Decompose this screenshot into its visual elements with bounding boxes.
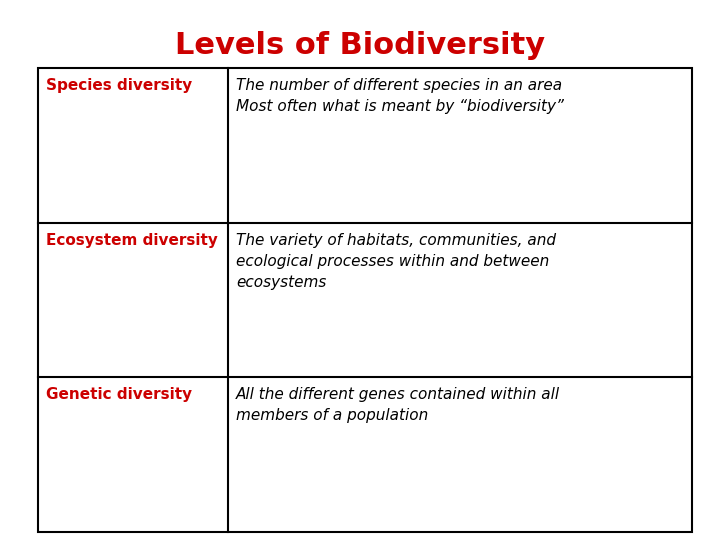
Bar xyxy=(38,68,692,532)
Text: The number of different species in an area
Most often what is meant by “biodiver: The number of different species in an ar… xyxy=(236,78,564,114)
Text: All the different genes contained within all
members of a population: All the different genes contained within… xyxy=(236,387,560,423)
Text: Genetic diversity: Genetic diversity xyxy=(46,387,192,402)
Text: Ecosystem diversity: Ecosystem diversity xyxy=(46,233,218,248)
Text: Levels of Biodiversity: Levels of Biodiversity xyxy=(175,30,545,59)
Text: Species diversity: Species diversity xyxy=(46,78,192,93)
Text: The variety of habitats, communities, and
ecological processes within and betwee: The variety of habitats, communities, an… xyxy=(236,233,556,289)
